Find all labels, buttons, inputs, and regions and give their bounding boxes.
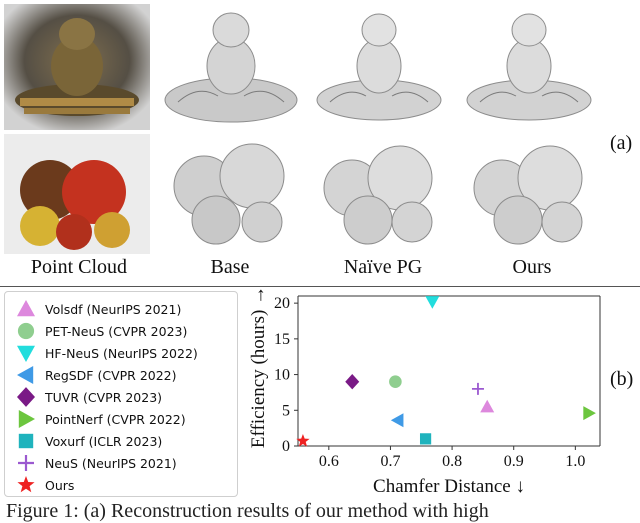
legend-marker-shape (18, 455, 34, 471)
panel-a-tag: (a) (610, 132, 633, 154)
x-axis-title: Chamfer Distance ↓ (373, 476, 525, 497)
legend-item: NeuS (NeurIPS 2021) (13, 452, 177, 474)
legend-label: PointNerf (CVPR 2022) (45, 411, 186, 427)
data-point-tuvr (345, 374, 360, 390)
data-point-neus (471, 382, 484, 395)
y-axis-title: Efficiency (hours) → (248, 288, 269, 448)
x-tick-label: 0.7 (380, 453, 400, 470)
y-tick-label: 15 (274, 331, 290, 348)
y-tick-label: 10 (274, 367, 290, 384)
legend-label: NeuS (NeurIPS 2021) (45, 455, 177, 471)
legend-marker-icon (17, 345, 35, 362)
legend-item: PET-NeuS (CVPR 2023) (13, 320, 187, 342)
data-point-pointnerf (583, 406, 596, 421)
legend-label: Ours (45, 477, 75, 493)
section-divider (0, 286, 640, 287)
legend-item: RegSDF (CVPR 2022) (13, 364, 177, 386)
data-point-voxurf (419, 433, 432, 445)
data-point-pet-neus (389, 375, 402, 389)
legend-marker-shape (17, 476, 35, 493)
legend-marker-shape (18, 433, 34, 449)
column-label-point-cloud: Point Cloud (30, 256, 128, 278)
base-buddha-mesh (158, 4, 304, 130)
legend-item: TUVR (CVPR 2023) (13, 386, 162, 408)
data-point-ours (296, 434, 310, 447)
legend-item: Ours (13, 474, 74, 496)
naive-pg-fruit-mesh (306, 134, 452, 254)
column-label-naive-pg: Naïve PG (343, 256, 423, 278)
ours-fruit-mesh (456, 134, 602, 254)
data-point-regsdf (390, 413, 404, 428)
panel-b-tag: (b) (610, 368, 634, 390)
data-point-hf-neus (425, 296, 440, 309)
legend-label: HF-NeuS (NeurIPS 2022) (45, 345, 198, 361)
x-tick-label: 0.6 (319, 453, 339, 470)
legend-marker-icon (17, 476, 35, 493)
point-cloud-fruit-image (4, 134, 150, 254)
point-cloud-buddha-image (4, 4, 150, 130)
legend-marker-icon (18, 455, 34, 471)
legend-marker-shape (17, 322, 35, 340)
y-tick-label: 20 (274, 295, 290, 312)
figure-caption: Figure 1: (a) Reconstruction results of … (6, 500, 489, 522)
x-tick-label: 0.8 (442, 453, 462, 470)
legend-marker-shape (17, 366, 34, 384)
x-tick-label: 0.9 (504, 453, 524, 470)
legend-marker-shape (17, 387, 35, 407)
y-tick-label: 0 (282, 438, 290, 455)
legend-label: PET-NeuS (CVPR 2023) (45, 323, 188, 339)
ours-buddha-mesh (456, 4, 602, 130)
legend-label: TUVR (CVPR 2023) (45, 389, 163, 405)
legend-marker-icon (17, 387, 35, 407)
legend-item: HF-NeuS (NeurIPS 2022) (13, 342, 198, 364)
legend-label: Voxurf (ICLR 2023) (45, 433, 163, 449)
legend-label: RegSDF (CVPR 2022) (45, 367, 177, 383)
legend-marker-shape (17, 300, 35, 317)
legend-item: Volsdf (NeurIPS 2021) (13, 298, 181, 320)
legend-item: PointNerf (CVPR 2022) (13, 408, 186, 430)
legend-item: Voxurf (ICLR 2023) (13, 430, 162, 452)
legend-marker-icon (17, 322, 35, 340)
scatter-plot: 0.6 0.7 0.8 0.9 1.0 0 5 10 15 20 Chamfer Distance … (248, 288, 601, 497)
legend-label: Volsdf (NeurIPS 2021) (45, 301, 182, 317)
x-tick-label: 1.0 (565, 453, 585, 470)
legend-marker-shape (17, 345, 35, 362)
data-point-volsdf (480, 399, 495, 413)
legend-marker-icon (18, 410, 35, 428)
naive-pg-buddha-mesh (306, 4, 452, 130)
chart-legend: Volsdf (NeurIPS 2021) PET-NeuS (CVPR 2023… (4, 291, 238, 497)
base-fruit-mesh (158, 134, 304, 254)
column-label-base: Base (210, 256, 250, 278)
legend-marker-icon (18, 433, 34, 449)
y-tick-label: 5 (282, 402, 290, 419)
legend-marker-icon (17, 300, 35, 317)
column-label-ours: Ours (512, 256, 552, 278)
legend-marker-shape (18, 410, 35, 428)
legend-marker-icon (17, 366, 34, 384)
